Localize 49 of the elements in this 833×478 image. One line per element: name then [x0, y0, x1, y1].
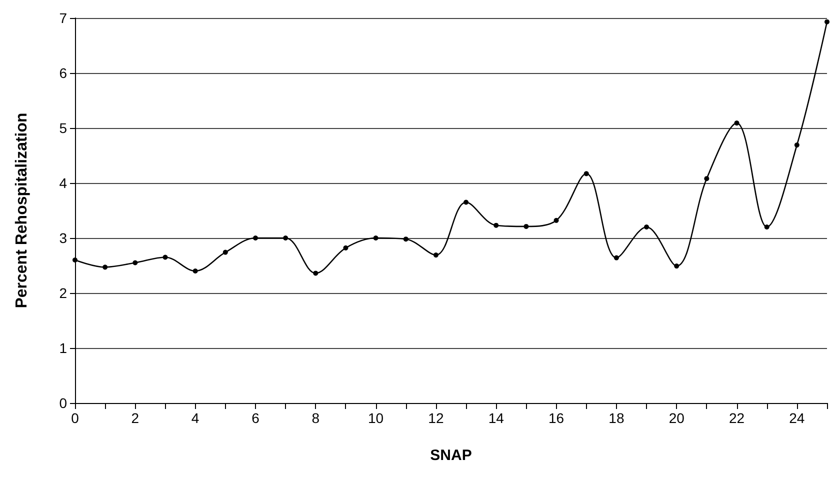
x-tick-label: 6: [252, 410, 260, 426]
x-axis-title: SNAP: [430, 447, 472, 464]
x-tick-label: 12: [428, 410, 444, 426]
y-tick-label: 0: [59, 395, 68, 411]
point: [674, 264, 680, 269]
y-axis-title: Percent Rehospitalization: [14, 112, 30, 308]
y-tick-label: 3: [59, 230, 68, 246]
x-tick-label: 0: [71, 410, 80, 426]
point: [192, 268, 198, 274]
x-tick-label: 14: [488, 410, 504, 426]
point: [403, 236, 408, 242]
point: [343, 245, 348, 250]
point: [494, 222, 499, 228]
point: [132, 260, 138, 266]
point: [554, 218, 559, 223]
point: [283, 236, 288, 240]
point: [252, 236, 258, 240]
x-tick-label: 2: [131, 410, 140, 426]
point: [824, 19, 830, 24]
x-tick-label: 20: [668, 410, 685, 426]
point: [222, 250, 228, 255]
x-tick-label: 18: [608, 410, 624, 426]
y-tick-label: 1: [59, 340, 68, 356]
point: [313, 270, 318, 276]
point: [162, 254, 168, 260]
y-tick-label: 6: [59, 65, 68, 81]
point: [433, 252, 438, 258]
x-tick-label: 4: [191, 410, 200, 426]
y-tick-label: 7: [59, 10, 68, 26]
point: [614, 255, 619, 260]
point: [102, 264, 108, 270]
x-tick-label: 24: [789, 410, 805, 426]
x-tick-label: 22: [728, 410, 745, 426]
point: [464, 200, 469, 205]
point: [764, 224, 770, 230]
point: [794, 142, 800, 148]
point: [524, 224, 529, 229]
point: [704, 176, 710, 182]
y-tick-label: 5: [59, 120, 68, 136]
point: [644, 224, 650, 230]
y-tick-label: 4: [59, 175, 68, 191]
point: [734, 120, 740, 126]
x-tick-label: 10: [368, 410, 384, 426]
point: [584, 171, 589, 176]
x-tick-label: 8: [312, 410, 320, 426]
x-tick-label: 16: [548, 410, 564, 426]
y-tick-label: 2: [59, 285, 68, 301]
point: [72, 258, 78, 262]
point: [373, 236, 378, 240]
